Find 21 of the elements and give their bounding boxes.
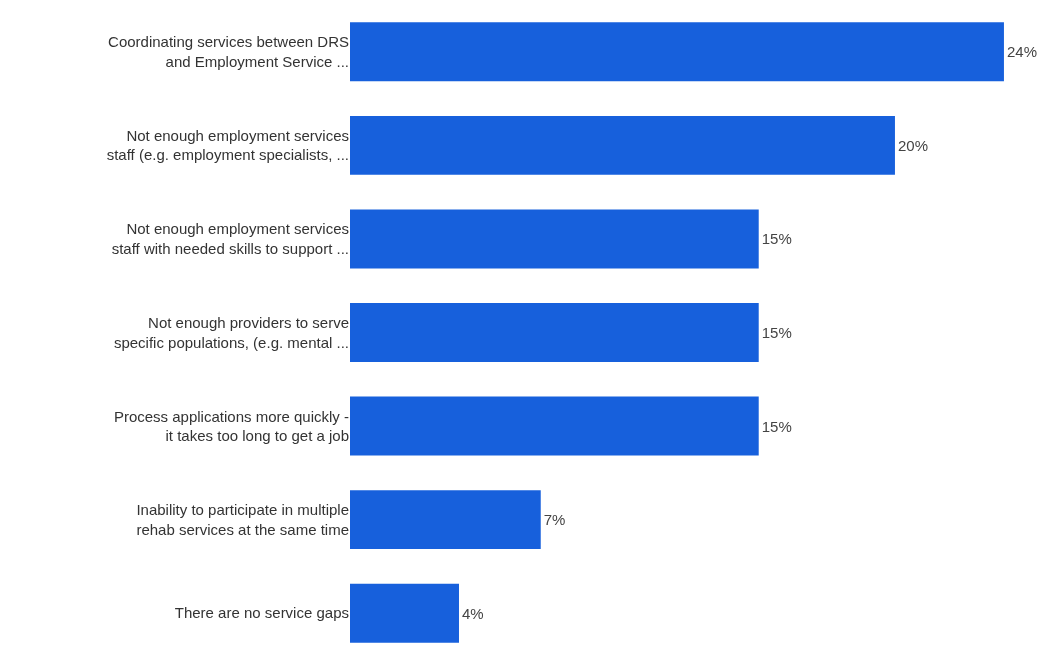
bar	[350, 490, 541, 550]
y-tick-label: Not enough employment services staff with needed skills to support ...	[111, 220, 349, 257]
y-tick-label: Inability to participate in multiple rehab services at the same time	[136, 501, 349, 538]
y-tick-label: Coordinating services between DRS and Employment Service ...	[108, 33, 349, 70]
y-tick-label: There are no service gaps	[174, 604, 349, 622]
data-label: 15%	[761, 417, 792, 435]
bar	[350, 209, 759, 269]
data-label: 20%	[897, 136, 928, 154]
bar	[350, 22, 1004, 82]
y-tick-label: Process applications more quickly - it takes too long to get a job	[113, 407, 349, 445]
data-label: 4%	[461, 604, 484, 622]
bar	[350, 303, 759, 362]
y-tick-label: Not enough employment services staff (e.g. employment specialists, ...	[106, 126, 349, 164]
data-label: 15%	[761, 324, 792, 341]
bar	[350, 583, 459, 643]
bar	[350, 115, 895, 175]
bar	[350, 396, 759, 456]
y-tick-label: Not enough providers to serve specific populations, (e.g. mental ...	[113, 314, 349, 351]
data-label: 15%	[761, 230, 792, 248]
data-label: 24%	[1006, 43, 1037, 61]
data-label: 7%	[543, 511, 566, 529]
